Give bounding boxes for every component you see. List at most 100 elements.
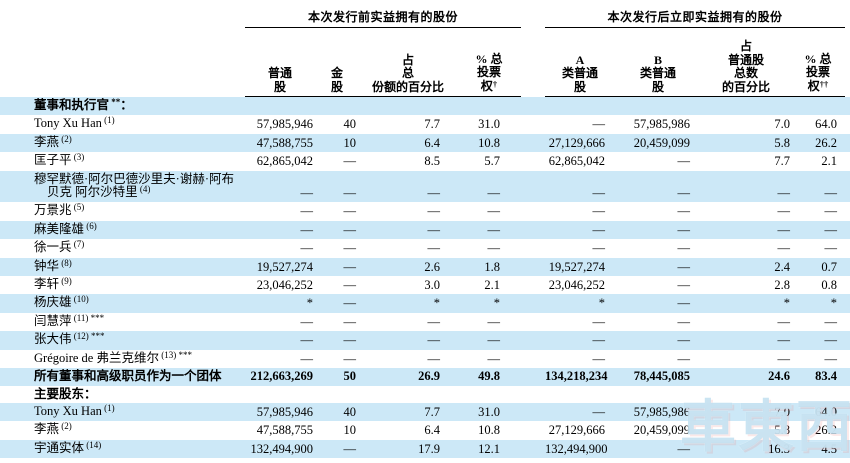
cell-value: — <box>824 204 838 219</box>
row-tail <box>845 257 850 277</box>
cell-value: — <box>487 204 501 219</box>
cell-value: — <box>359 331 457 350</box>
cell-value: 57,985,986 <box>633 117 691 132</box>
cell-value: — <box>677 154 691 169</box>
cell-value: * <box>359 294 457 313</box>
cell-value: — <box>677 314 691 329</box>
cell-value: — <box>545 170 616 203</box>
group-gap-header <box>521 28 545 97</box>
cell-value: 27,129,666 <box>545 133 616 153</box>
cell-value: — <box>677 351 691 366</box>
column-header-row: 普通股金股占总份额的百分比% 总投票 权† A 类普通股 B 类普通股占普通股 总数 的百分比… <box>0 27 850 97</box>
cell-value: — <box>343 241 357 256</box>
row-tail <box>845 313 850 331</box>
cell-value: — <box>615 170 702 203</box>
cell-value: — <box>487 351 501 366</box>
cell-value: 2.6 <box>359 257 457 277</box>
col-header-g0-0: 普通股 <box>245 27 315 97</box>
row-tail <box>845 115 850 133</box>
col-header-g1-3: % 总投票 权†† <box>791 27 846 97</box>
column-gap <box>521 152 545 170</box>
column-gap <box>521 294 546 313</box>
cell-value: — <box>315 257 359 277</box>
cell-value: — <box>824 351 838 366</box>
row-label: 万景兆 (5) <box>34 202 85 218</box>
cell-value: 19,527,274 <box>245 257 315 277</box>
column-gap <box>521 170 546 203</box>
cell-value: — <box>615 439 702 459</box>
col-header-g0-3: % 总投票 权† <box>457 27 522 97</box>
row-label: Tony Xu Han (1) <box>34 115 115 131</box>
cell-value: 24.6 <box>701 368 792 386</box>
row-label: 穆罕默德·阿尔巴德沙里夫·谢赫·阿布贝克 阿尔沙特里 (4) <box>0 170 245 203</box>
cell-value: 8.5 <box>424 154 440 169</box>
column-gap <box>521 331 546 350</box>
table-row: 所有董事和高级职员作为一个团体 212,663,269 50 26.9 49.8 134,… <box>0 368 850 386</box>
column-gap <box>521 276 545 294</box>
cell-value: — <box>315 294 359 313</box>
group-title-before-offering: 本次发行前实益拥有的股份 <box>245 6 522 28</box>
cell-value: — <box>315 331 359 350</box>
row-tail <box>845 421 850 439</box>
group-title-after-offering: 本次发行后立即实益拥有的股份 <box>545 6 846 28</box>
cell-value: — <box>300 351 314 366</box>
cell-value: 83.4 <box>791 368 846 386</box>
row-tail <box>845 239 850 257</box>
cell-value: — <box>701 331 792 350</box>
table-row: Tony Xu Han (1) 57,985,946 40 7.7 31.0—57,98… <box>0 402 850 422</box>
cell-value: 20,459,099 <box>633 423 691 438</box>
cell-value: — <box>245 220 315 240</box>
cell-value: 2.4 <box>701 257 792 277</box>
row-label: 李燕 (2) <box>34 421 72 437</box>
table-row: Tony Xu Han (1) 57,985,946 40 7.7 31.0—57,98… <box>0 115 850 133</box>
row-tail <box>845 276 850 294</box>
cell-value: 6.4 <box>359 133 457 153</box>
cell-value: — <box>777 204 791 219</box>
cell-value: 5.7 <box>484 154 501 169</box>
cell-value: — <box>615 331 702 350</box>
col-header-g1-2: 占普通股 总数 的百分比 <box>701 27 792 97</box>
label-column-spacer <box>0 6 245 28</box>
cell-value: — <box>245 331 315 350</box>
column-gap <box>521 402 546 422</box>
cell-value: 20,459,099 <box>615 133 702 153</box>
cell-value: * <box>457 294 522 313</box>
cell-value: — <box>592 241 606 256</box>
cell-value: 5.8 <box>774 423 791 438</box>
cell-value: — <box>487 314 501 329</box>
row-tail <box>845 133 850 153</box>
cell-value: 57,985,946 <box>245 402 315 422</box>
cell-value: — <box>592 204 606 219</box>
group-header-row: 本次发行前实益拥有的股份 本次发行后立即实益拥有的股份 <box>0 6 850 28</box>
cell-value: — <box>343 314 357 329</box>
cell-value: 2.1 <box>821 154 838 169</box>
cell-value: — <box>245 170 315 203</box>
cell-value: 10.8 <box>478 423 501 438</box>
cell-value: — <box>592 351 606 366</box>
table-row: 徐一兵 (7) — — — — — — — — <box>0 239 850 257</box>
cell-value: — <box>824 241 838 256</box>
row-label: 麻美隆雄 (6) <box>0 220 245 240</box>
row-label: Grégoire de 弗兰克维尔 (13) *** <box>34 349 192 365</box>
table-row: 董事和执行官 **： <box>0 96 850 116</box>
cell-value: 5.8 <box>701 133 792 153</box>
cell-value: — <box>777 351 791 366</box>
table-row: Grégoire de 弗兰克维尔 (13) *** — — — — — — — — <box>0 350 850 368</box>
cell-value: 3.0 <box>424 278 440 293</box>
cell-value: 4.5 <box>791 439 846 459</box>
cell-value: — <box>359 170 457 203</box>
column-gap <box>521 115 545 133</box>
cell-value: — <box>615 257 702 277</box>
column-gap <box>521 220 546 240</box>
row-tail <box>845 170 850 203</box>
row-label: 宇通实体 (14) <box>0 439 245 459</box>
column-gap <box>521 133 546 153</box>
col-header-g0-1: 金股 <box>315 27 359 97</box>
cell-value: — <box>487 241 501 256</box>
row-tail <box>845 331 850 350</box>
table-row: 李轩 (9) 23,046,252 — 3.0 2.1 23,046,252 — 2.8 0.8 <box>0 276 850 294</box>
cell-value: 62,865,042 <box>256 154 313 169</box>
row-label: 张大伟 (12) *** <box>0 331 245 350</box>
table-row: 万景兆 (5) — — — — — — — — <box>0 202 850 220</box>
cell-value: 50 <box>315 368 359 386</box>
